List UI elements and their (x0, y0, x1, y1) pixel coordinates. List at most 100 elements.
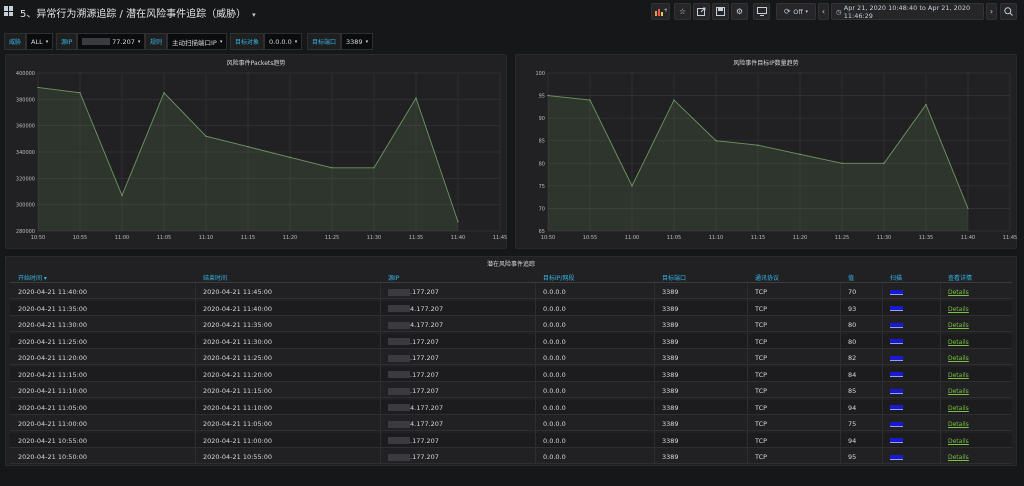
add-panel-button[interactable]: + (651, 3, 670, 20)
details-link[interactable]: Details (948, 454, 969, 461)
variable-label: 规则 (145, 33, 168, 50)
details-link[interactable]: Details (948, 322, 969, 329)
scan-link[interactable] (890, 405, 903, 410)
start-time-cell: 2020-04-21 11:25:00 (18, 337, 88, 346)
variable-value: ALL (31, 37, 43, 46)
column-header[interactable]: 开始时间 ▾ (18, 275, 47, 282)
table-row: 2020-04-21 11:10:00 2020-04-21 11:15:00 .1… (10, 383, 1012, 398)
packets-trend-panel: 风险事件Packets趋势 400000 380000 360000 340000 32… (5, 54, 507, 249)
details-link[interactable]: Details (948, 437, 969, 445)
end-time-cell: 2020-04-21 11:05:00 (203, 420, 273, 428)
end-time-cell: 2020-04-21 11:40:00 (203, 304, 273, 313)
details-link[interactable]: Details (948, 404, 969, 412)
variable-select[interactable]: ALL ▾ (26, 33, 54, 50)
zoom-out-icon (1004, 7, 1013, 16)
scan-link[interactable] (890, 322, 903, 328)
scan-link[interactable] (890, 306, 903, 311)
settings-button[interactable]: ⚙ (731, 3, 748, 20)
tv-mode-button[interactable] (753, 3, 770, 20)
column-separator (882, 283, 883, 463)
variable-target-object[interactable]: 目标对象 0.0.0.0 ▾ (230, 33, 303, 50)
source-ip-text: .177.207 (410, 453, 439, 461)
scan-link[interactable] (890, 388, 903, 394)
details-link[interactable]: Details (948, 421, 969, 428)
details-link[interactable]: Details (948, 388, 969, 395)
variable-target-port[interactable]: 目标端口 3389 ▾ (307, 33, 374, 50)
scan-link[interactable] (890, 372, 903, 377)
variable-select[interactable]: 0.0.0.0 ▾ (264, 33, 303, 50)
time-shift-forward-button[interactable]: › (986, 3, 997, 20)
x-tick-label: 11:25 (325, 235, 339, 241)
share-button[interactable] (693, 3, 710, 20)
details-link[interactable]: Details (948, 305, 969, 313)
star-button[interactable]: ☆ (674, 3, 691, 20)
value-cell: 80 (848, 337, 857, 346)
protocol-cell: TCP (755, 337, 768, 346)
target-ip-cell: 0.0.0.0 (543, 370, 566, 379)
clock-icon: ◷ (836, 7, 842, 16)
scan-link-cell (890, 305, 903, 313)
variable-source-ip[interactable]: 源IP 77.207 ▾ (56, 33, 146, 50)
scan-link[interactable] (890, 438, 903, 443)
x-tick-label: 11:10 (199, 235, 213, 241)
data-point (415, 97, 417, 99)
details-link[interactable]: Details (948, 371, 969, 379)
refresh-picker[interactable]: ⟳ Off ▾ (776, 3, 816, 20)
column-header[interactable]: 通讯协议 (755, 275, 780, 282)
y-tick-label: 75 (539, 184, 545, 190)
column-header[interactable]: 扫描 (890, 275, 903, 282)
target-ip-cell: 0.0.0.0 (543, 453, 566, 461)
share-icon (697, 7, 706, 16)
dashboard-grid-icon[interactable] (4, 6, 14, 16)
redaction-block (388, 404, 410, 411)
scan-link-cell (890, 404, 903, 412)
variable-threat[interactable]: 威胁 ALL ▾ (4, 33, 54, 50)
target-ip-cell: 0.0.0.0 (543, 387, 566, 395)
packets-trend-chart[interactable]: 400000 380000 360000 340000 320000 300000 2800… (6, 55, 508, 250)
column-header[interactable]: 目标IP/网段 (543, 275, 575, 282)
column-header[interactable]: 源IP (388, 275, 400, 282)
time-shift-back-button[interactable]: ‹ (818, 3, 829, 20)
time-range-picker[interactable]: ◷ Apr 21, 2020 10:48:40 to Apr 21, 2020 … (831, 3, 984, 20)
table-row: 2020-04-21 10:55:00 2020-04-21 11:00:00 .1… (10, 432, 1012, 448)
variable-select[interactable]: 77.207 ▾ (77, 33, 146, 50)
save-button[interactable] (712, 3, 729, 20)
source-ip-cell: .177.207 (388, 453, 439, 461)
source-ip-text: 4.177.207 (410, 403, 444, 412)
target-port-cell: 3389 (662, 354, 679, 362)
scan-link[interactable] (890, 421, 903, 427)
scan-link-cell (890, 338, 903, 346)
variable-value: 主动扫描端口IP (172, 38, 217, 47)
end-time-cell: 2020-04-21 10:55:00 (203, 453, 273, 461)
protocol-cell: TCP (755, 304, 768, 313)
column-header[interactable]: 查看详情 (948, 275, 973, 282)
scan-link[interactable] (890, 454, 903, 460)
scan-link[interactable] (890, 355, 903, 361)
panel-title: 风险事件Packets趋势 (226, 60, 286, 67)
star-icon: ☆ (678, 7, 687, 16)
redaction-block (388, 354, 410, 362)
x-tick-label: 11:35 (919, 235, 933, 241)
variable-select[interactable]: 3389 ▾ (341, 33, 374, 50)
chevron-down-icon: ▾ (45, 38, 49, 45)
data-point (373, 167, 375, 169)
zoom-out-button[interactable] (1000, 3, 1017, 20)
column-header[interactable]: 目标端口 (662, 275, 687, 282)
series-area (548, 95, 968, 231)
details-cell: Details (948, 453, 969, 461)
column-header[interactable]: 结束时间 (203, 275, 228, 282)
details-link[interactable]: Details (948, 289, 969, 296)
column-header[interactable]: 值 (848, 275, 855, 282)
dashboard-title[interactable]: 5、异常行为溯源追踪 / 潜在风险事件追踪（威胁） ▾ (20, 5, 256, 20)
details-link[interactable]: Details (948, 355, 969, 362)
variable-select[interactable]: 主动扫描端口IP ▾ (167, 33, 228, 50)
start-time-cell: 2020-04-21 11:35:00 (18, 304, 88, 313)
start-time-cell: 2020-04-21 11:00:00 (18, 420, 88, 428)
variable-rule[interactable]: 规则 主动扫描端口IP ▾ (145, 33, 228, 50)
scan-link[interactable] (890, 289, 903, 295)
variable-label: 目标对象 (230, 33, 265, 50)
scan-link[interactable] (890, 339, 903, 344)
details-link[interactable]: Details (948, 338, 969, 346)
start-time-cell: 2020-04-21 11:05:00 (18, 403, 88, 412)
